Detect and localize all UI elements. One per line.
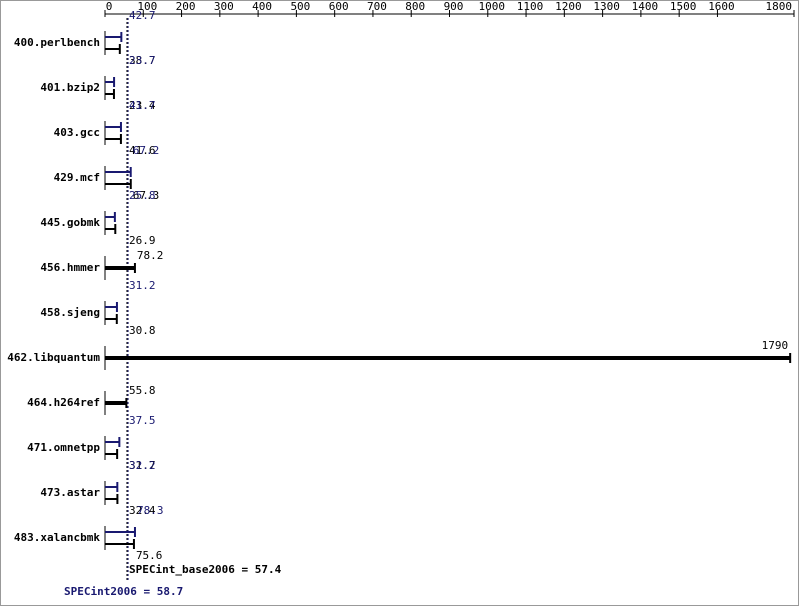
value-label: 31.2 [129, 279, 156, 292]
value-label: 30.8 [129, 324, 156, 337]
x-tick-label: 200 [176, 0, 196, 13]
mean-label: SPECint_base2006 = 57.4 [129, 563, 282, 576]
value-label: 67.3 [133, 189, 160, 202]
value-label: 67.2 [133, 144, 160, 157]
value-label: 26.9 [129, 234, 156, 247]
category-label: 458.sjeng [40, 306, 100, 319]
category-label: 401.bzip2 [40, 81, 100, 94]
x-tick-label: 1800 [766, 0, 793, 13]
x-tick-label: 300 [214, 0, 234, 13]
x-tick-label: 1000 [479, 0, 506, 13]
value-label: 23.7 [129, 54, 156, 67]
x-tick-label: 1300 [593, 0, 620, 13]
x-tick-label: 1200 [555, 0, 582, 13]
value-label: 23.4 [129, 99, 156, 112]
mean-label: SPECint2006 = 58.7 [64, 585, 183, 598]
category-label: 400.perlbench [14, 36, 100, 49]
value-label: 55.8 [129, 384, 156, 397]
x-tick-label: 600 [329, 0, 349, 13]
value-label: 38.7 [129, 54, 156, 67]
value-label: 31.7 [129, 459, 156, 472]
x-tick-label: 1400 [632, 0, 659, 13]
category-label: 462.libquantum [7, 351, 100, 364]
x-tick-label: 500 [290, 0, 310, 13]
category-label: 403.gcc [54, 126, 100, 139]
x-tick-label: 0 [106, 0, 113, 13]
category-label: 429.mcf [54, 171, 100, 184]
x-tick-label: 800 [405, 0, 425, 13]
x-tick-label: 100 [137, 0, 157, 13]
x-tick-label: 700 [367, 0, 387, 13]
value-label: 41.7 [129, 99, 156, 112]
x-tick-label: 400 [252, 0, 272, 13]
value-label: 75.6 [136, 549, 163, 562]
value-label: 1790 [762, 339, 789, 352]
category-label: 483.xalancbmk [14, 531, 100, 544]
value-label: 32.4 [129, 504, 156, 517]
category-label: 473.astar [40, 486, 100, 499]
value-label: 78.3 [137, 504, 164, 517]
value-label: 32.2 [129, 459, 156, 472]
value-label: 42.7 [129, 9, 156, 22]
category-label: 464.h264ref [27, 396, 100, 409]
value-label: 25.8 [129, 189, 156, 202]
category-label: 456.hmmer [40, 261, 100, 274]
x-tick-label: 1600 [708, 0, 735, 13]
category-label: 471.omnetpp [27, 441, 100, 454]
value-label: 41.6 [129, 144, 156, 157]
x-tick-label: 1100 [517, 0, 544, 13]
x-tick-label: 1500 [670, 0, 697, 13]
category-label: 445.gobmk [40, 216, 100, 229]
value-label: 78.2 [137, 249, 164, 262]
x-tick-label: 900 [444, 0, 464, 13]
value-label: 37.5 [129, 414, 156, 427]
